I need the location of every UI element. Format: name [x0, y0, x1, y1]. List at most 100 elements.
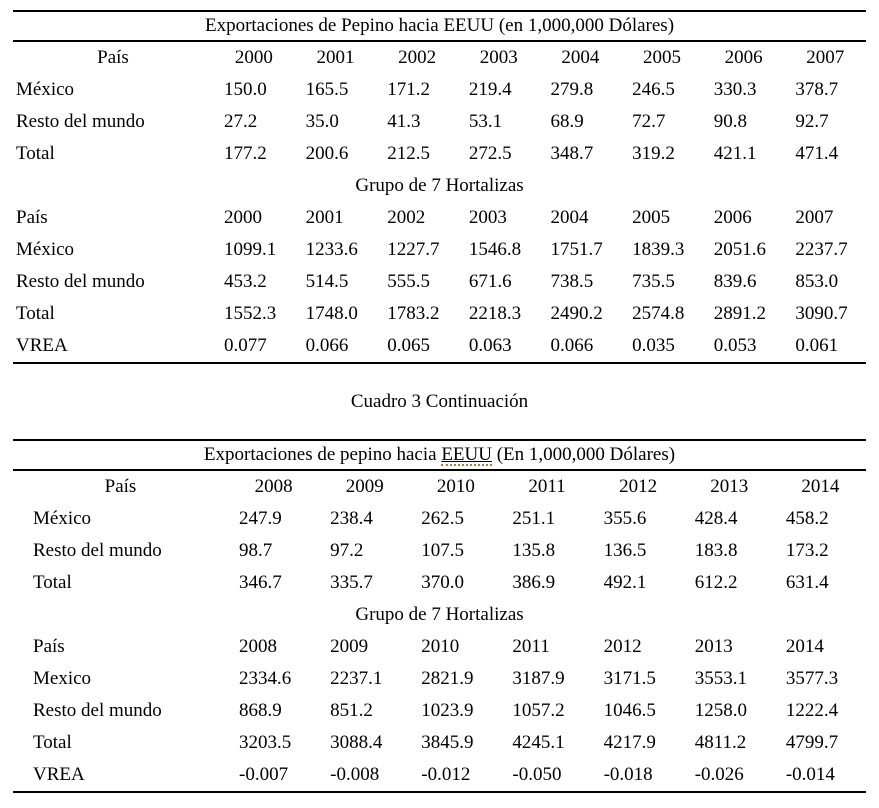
data-row: Resto del mundo 98.7 97.2 107.5 135.8 136.5 18… [13, 535, 866, 567]
value-cell: 458.2 [785, 508, 829, 529]
value-cell: 1057.2 [512, 700, 565, 721]
value-cell: 3171.5 [603, 668, 656, 689]
value-cell: 135.8 [512, 540, 556, 561]
year-column-header: 2001 [305, 207, 344, 228]
pais-column-header: País [33, 636, 65, 657]
data-row: Resto del mundo 27.2 35.0 41.3 53.1 68.9 72.7 9… [13, 106, 866, 138]
table2-section-pepino: País 2008 2009 2010 2011 2012 2013 2014 México 24… [13, 470, 866, 599]
year-column-header: 2014 [801, 476, 840, 497]
value-cell: 453.2 [224, 271, 267, 292]
value-cell: 68.9 [550, 111, 584, 132]
data-row: Total 1552.3 1748.0 1783.2 2218.3 2490.2 2574.… [13, 298, 866, 330]
value-cell: 272.5 [468, 143, 512, 164]
row-label: México [16, 79, 75, 100]
value-cell: 1233.6 [305, 239, 358, 260]
value-cell: -0.012 [421, 764, 471, 785]
data-row: VREA -0.007 -0.008 -0.012 -0.050 -0.018 -0.026… [13, 759, 866, 792]
value-cell: 355.6 [603, 508, 647, 529]
data-row: México 1099.1 1233.6 1227.7 1546.8 1751.7 1839… [13, 234, 866, 266]
table1-title-row: Exportaciones de Pepino hacia EEUU (en 1… [13, 11, 866, 42]
value-cell: 251.1 [512, 508, 556, 529]
value-cell: 3553.1 [694, 668, 747, 689]
table1-section-pepino: País 2000 2001 2002 2003 2004 2005 2006 2007 Méxi… [13, 41, 866, 170]
value-cell: 136.5 [603, 540, 647, 561]
row-label: VREA [16, 335, 68, 356]
value-cell: 1546.8 [468, 239, 522, 260]
row-label: Total [33, 572, 72, 593]
row-label: VREA [33, 764, 85, 785]
value-cell: 2574.8 [632, 303, 685, 324]
row-label: Resto del mundo [33, 700, 162, 721]
year-column-header: 2002 [387, 207, 426, 228]
value-cell: 279.8 [550, 79, 594, 100]
data-row: VREA 0.077 0.066 0.065 0.063 0.066 0.035 0.053 0… [13, 330, 866, 363]
value-cell: 1099.1 [224, 239, 277, 260]
year-column-header: 2014 [785, 636, 824, 657]
year-column-header: 2011 [512, 636, 550, 657]
eeuu-underlined-term: EEUU [441, 443, 492, 467]
value-cell: 514.5 [305, 271, 349, 292]
table1-subtitle-row: Grupo de 7 Hortalizas [13, 170, 866, 202]
value-cell: 853.0 [795, 271, 839, 292]
value-cell: 492.1 [603, 572, 647, 593]
value-cell: 2218.3 [468, 303, 522, 324]
value-cell: 1751.7 [550, 239, 603, 260]
year-column-header: 2004 [561, 47, 600, 68]
value-cell: 3203.5 [239, 732, 292, 753]
value-cell: 107.5 [421, 540, 465, 561]
year-column-header: 2010 [421, 636, 460, 657]
data-row: Resto del mundo 453.2 514.5 555.5 671.6 738.5… [13, 266, 866, 298]
value-cell: 1552.3 [224, 303, 277, 324]
value-cell: 0.077 [224, 335, 267, 356]
table2-subtitle-row: Grupo de 7 Hortalizas [13, 599, 866, 631]
year-column-header: 2013 [710, 476, 749, 497]
year-column-header: 2006 [713, 207, 752, 228]
value-cell: 330.3 [713, 79, 757, 100]
table2-subtitle-grupo-hortalizas: Grupo de 7 Hortalizas [355, 604, 524, 625]
value-cell: 72.7 [632, 111, 666, 132]
value-cell: 2334.6 [239, 668, 292, 689]
value-cell: 555.5 [387, 271, 430, 292]
data-row: México 247.9 238.4 262.5 251.1 355.6 428.4 458.… [13, 503, 866, 535]
year-column-header: 2007 [806, 47, 845, 68]
value-cell: 671.6 [468, 271, 512, 292]
value-cell: 2051.6 [713, 239, 766, 260]
year-column-header: 2005 [632, 207, 671, 228]
value-cell: -0.050 [512, 764, 562, 785]
value-cell: 150.0 [224, 79, 267, 100]
year-column-header: 2003 [468, 207, 507, 228]
year-column-header: 2013 [694, 636, 733, 657]
year-column-header: 2004 [550, 207, 589, 228]
row-label: México [33, 508, 92, 529]
year-column-header: 2011 [528, 476, 566, 497]
year-column-header: 2001 [316, 47, 355, 68]
table2-title-suffix: (En 1,000,000 Dólares) [491, 443, 676, 465]
pais-column-header: País [16, 207, 48, 228]
value-cell: 4799.7 [785, 732, 839, 753]
value-cell: 851.2 [330, 700, 373, 721]
value-cell: 1258.0 [694, 700, 747, 721]
value-cell: 335.7 [330, 572, 373, 593]
value-cell: 3088.4 [330, 732, 383, 753]
value-cell: 1839.3 [632, 239, 685, 260]
year-column-header: 2009 [330, 636, 369, 657]
value-cell: 0.053 [713, 335, 757, 356]
value-cell: 0.063 [468, 335, 512, 356]
value-cell: 378.7 [795, 79, 839, 100]
value-cell: 219.4 [468, 79, 512, 100]
value-cell: 4217.9 [603, 732, 656, 753]
year-column-header: 2003 [479, 47, 518, 68]
value-cell: 3577.3 [785, 668, 839, 689]
value-cell: 386.9 [512, 572, 556, 593]
row-label: Resto del mundo [16, 111, 145, 132]
value-cell: 2821.9 [421, 668, 474, 689]
value-cell: 1783.2 [387, 303, 440, 324]
header-row: País 2000 2001 2002 2003 2004 2005 2006 2007 [13, 202, 866, 234]
value-cell: 1222.4 [785, 700, 839, 721]
row-label: Mexico [33, 668, 92, 689]
value-cell: 1023.9 [421, 700, 474, 721]
value-cell: 262.5 [421, 508, 465, 529]
value-cell: 53.1 [468, 111, 503, 132]
value-cell: 2237.7 [795, 239, 848, 260]
value-cell: 1227.7 [387, 239, 440, 260]
